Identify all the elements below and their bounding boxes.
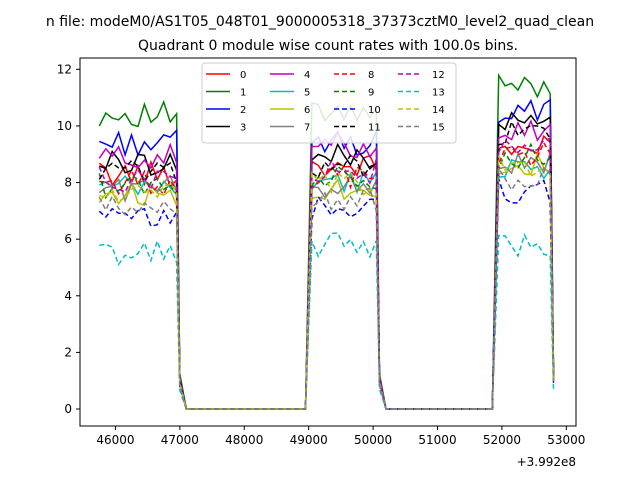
legend-label: 6 [304, 105, 310, 116]
x-tick-label: 52000 [483, 433, 521, 447]
legend-label: 0 [240, 70, 246, 81]
legend-label: 9 [368, 88, 374, 99]
x-tick-label: 47000 [161, 433, 199, 447]
legend-label: 8 [368, 70, 374, 81]
series-line-2 [99, 98, 555, 410]
plot-frame [79, 57, 577, 427]
series-line-11 [98, 119, 555, 410]
y-tick-label: 12 [57, 62, 72, 76]
y-tick-label: 8 [64, 176, 72, 190]
y-tick-label: 6 [64, 232, 72, 246]
chart-suptitle: n file: modeM0/AS1T05_048T01_9000005318_… [46, 14, 594, 30]
y-tick-label: 0 [64, 402, 72, 416]
x-tick-label: 53000 [547, 433, 585, 447]
x-tick-label: 49000 [290, 433, 328, 447]
y-tick-label: 4 [64, 289, 72, 303]
legend-label: 12 [432, 70, 445, 81]
x-tick-label: 51000 [418, 433, 456, 447]
series-line-10 [98, 178, 555, 410]
legend-label: 10 [368, 105, 381, 116]
legend-label: 7 [304, 123, 310, 134]
series-line-8 [99, 141, 555, 410]
series-line-6 [98, 151, 555, 410]
legend-box [201, 62, 457, 144]
x-offset-label: +3.992e8 [517, 455, 576, 469]
series-line-14 [99, 155, 555, 410]
legend-label: 1 [240, 88, 246, 99]
legend-label: 2 [240, 105, 246, 116]
tick-layer: 46000 47000 48000 49000 50000 51000 52000 53000… [57, 62, 586, 447]
x-tick-label: 48000 [225, 433, 263, 447]
legend-label: 15 [432, 123, 445, 134]
legend-label: 3 [240, 123, 246, 134]
series-line-3 [99, 111, 555, 410]
legend-label: 11 [368, 123, 381, 134]
chart-title: Quadrant 0 module wise count rates with … [138, 38, 518, 54]
series-line-13 [99, 232, 555, 410]
y-tick-label: 10 [57, 119, 72, 133]
series-line-7 [98, 151, 555, 410]
x-tick-label: 50000 [354, 433, 392, 447]
legend-label: 14 [432, 105, 445, 116]
legend-label: 13 [432, 88, 445, 99]
series-line-15 [98, 166, 555, 410]
legend-label: 5 [304, 88, 310, 99]
x-tick-label: 46000 [96, 433, 134, 447]
series-line-12 [98, 137, 555, 410]
y-tick-label: 2 [64, 345, 72, 359]
series-line-9 [98, 142, 555, 410]
legend-label: 4 [304, 70, 310, 81]
